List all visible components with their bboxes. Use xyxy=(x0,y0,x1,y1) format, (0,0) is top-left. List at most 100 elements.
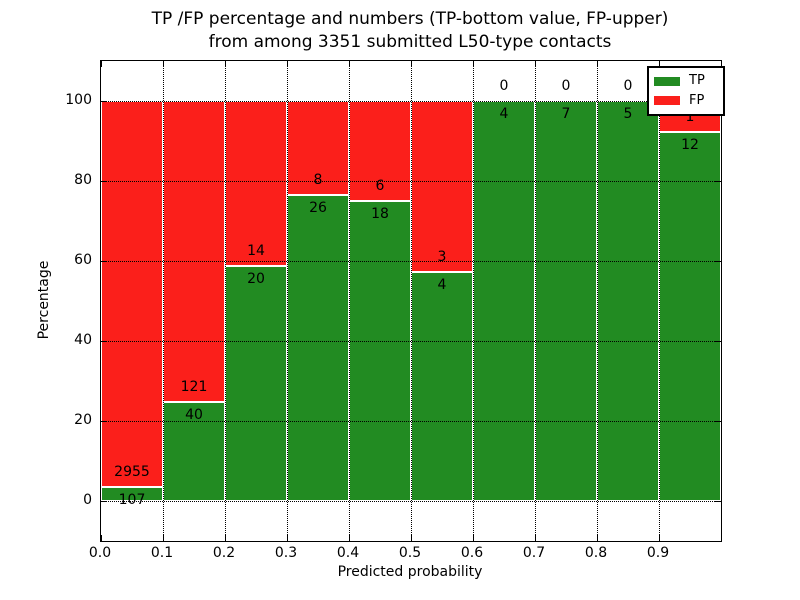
tick-mark xyxy=(715,341,721,342)
fp-count-label: 0 xyxy=(561,78,571,94)
gridline-vertical xyxy=(287,61,288,541)
tp-bar-segment xyxy=(535,101,597,501)
x-tick-label: 0.8 xyxy=(584,545,608,561)
tick-mark xyxy=(349,61,350,67)
tp-count-label: 12 xyxy=(681,136,699,153)
tick-mark xyxy=(535,535,536,541)
tp-bar-segment xyxy=(287,195,349,501)
tick-mark xyxy=(473,535,474,541)
tp-count-label: 18 xyxy=(371,206,389,222)
y-tick-label: 60 xyxy=(74,252,92,268)
tick-mark xyxy=(101,261,107,262)
gridline-vertical xyxy=(535,61,536,541)
y-tick-label: 80 xyxy=(74,172,92,188)
gridline-horizontal xyxy=(101,501,721,502)
gridline-horizontal xyxy=(101,181,721,182)
fp-bar-segment xyxy=(287,101,349,196)
tick-mark xyxy=(101,501,107,502)
tick-mark xyxy=(349,535,350,541)
gridline-vertical xyxy=(411,61,412,541)
gridline-vertical xyxy=(225,61,226,541)
legend-entry-fp: FP xyxy=(654,92,718,108)
tick-mark xyxy=(287,535,288,541)
tp-bar-segment xyxy=(101,487,163,501)
fp-bar-segment xyxy=(101,101,163,488)
legend-swatch-tp xyxy=(654,76,680,86)
tick-mark xyxy=(721,61,722,67)
tick-mark xyxy=(473,61,474,67)
tick-mark xyxy=(225,535,226,541)
tick-mark xyxy=(535,61,536,67)
fp-count-label: 2955 xyxy=(114,464,150,481)
tp-bar-segment xyxy=(349,201,411,501)
fp-count-label: 14 xyxy=(247,242,265,259)
plot-area: 2955 107 121 40 14 20 8 26 6 18 3 4 0 4 0 7 0 5 1 12 xyxy=(100,60,722,542)
gridline-vertical xyxy=(597,61,598,541)
gridline-horizontal xyxy=(101,101,721,102)
gridline-horizontal xyxy=(101,341,721,342)
tick-mark xyxy=(101,181,107,182)
tick-mark xyxy=(715,421,721,422)
tick-mark xyxy=(163,535,164,541)
fp-count-label: 0 xyxy=(499,78,509,94)
chart-title-line1: TP /FP percentage and numbers (TP-bottom… xyxy=(151,9,669,29)
tick-mark xyxy=(101,61,102,67)
tick-mark xyxy=(101,341,107,342)
chart-title: TP /FP percentage and numbers (TP-bottom… xyxy=(60,8,760,54)
tp-count-label: 4 xyxy=(499,106,509,122)
tp-bar-segment xyxy=(163,401,225,501)
gridline-horizontal xyxy=(101,421,721,422)
chart-title-line2: from among 3351 submitted L50-type conta… xyxy=(208,32,612,52)
tp-bar-segment xyxy=(659,131,721,501)
x-tick-label: 0.9 xyxy=(646,545,670,561)
fp-bar-segment xyxy=(163,101,225,402)
tick-mark xyxy=(225,61,226,67)
tick-mark xyxy=(715,181,721,182)
fp-count-label: 6 xyxy=(375,178,385,194)
y-tick-label: 40 xyxy=(74,332,92,348)
x-axis-label: Predicted probability xyxy=(337,564,483,580)
legend-label-fp: FP xyxy=(689,92,705,108)
legend-entry-tp: TP xyxy=(654,74,718,88)
tp-bar-segment xyxy=(411,272,473,501)
gridline-horizontal xyxy=(101,261,721,262)
tick-mark xyxy=(597,535,598,541)
tick-mark xyxy=(659,535,660,541)
tick-mark xyxy=(411,535,412,541)
tp-bar-segment xyxy=(473,101,535,501)
tick-mark xyxy=(659,61,660,67)
fp-count-label: 1 xyxy=(685,108,695,125)
gridline-vertical xyxy=(473,61,474,541)
tp-count-label: 40 xyxy=(185,406,203,423)
tp-count-label: 20 xyxy=(247,270,265,287)
legend-swatch-fp xyxy=(654,96,680,106)
gridline-vertical xyxy=(659,61,660,541)
x-tick-label: 0.3 xyxy=(274,545,298,561)
y-axis-label: Percentage xyxy=(36,260,52,340)
tick-mark xyxy=(597,61,598,67)
y-tick-label: 100 xyxy=(65,92,92,108)
tick-mark xyxy=(721,535,722,541)
tp-bar-segment xyxy=(225,265,287,501)
x-tick-label: 0.6 xyxy=(460,545,484,561)
tick-mark xyxy=(163,61,164,67)
tp-count-label: 4 xyxy=(437,277,447,294)
fp-count-label: 8 xyxy=(313,172,323,189)
tp-count-label: 5 xyxy=(623,106,633,122)
y-tick-label: 0 xyxy=(83,492,92,508)
fp-bar-segment xyxy=(225,101,287,266)
fp-count-label: 3 xyxy=(437,249,447,266)
x-tick-label: 0.4 xyxy=(336,545,360,561)
tick-mark xyxy=(101,101,107,102)
tick-mark xyxy=(101,421,107,422)
tick-mark xyxy=(101,535,102,541)
tick-mark xyxy=(715,501,721,502)
tp-count-label: 107 xyxy=(118,492,146,509)
legend-label-tp: TP xyxy=(689,73,705,89)
tp-count-label: 26 xyxy=(309,200,327,217)
fp-count-label: 121 xyxy=(180,378,208,395)
x-tick-label: 0.1 xyxy=(150,545,174,561)
tick-mark xyxy=(287,61,288,67)
tp-bar-segment xyxy=(597,101,659,501)
